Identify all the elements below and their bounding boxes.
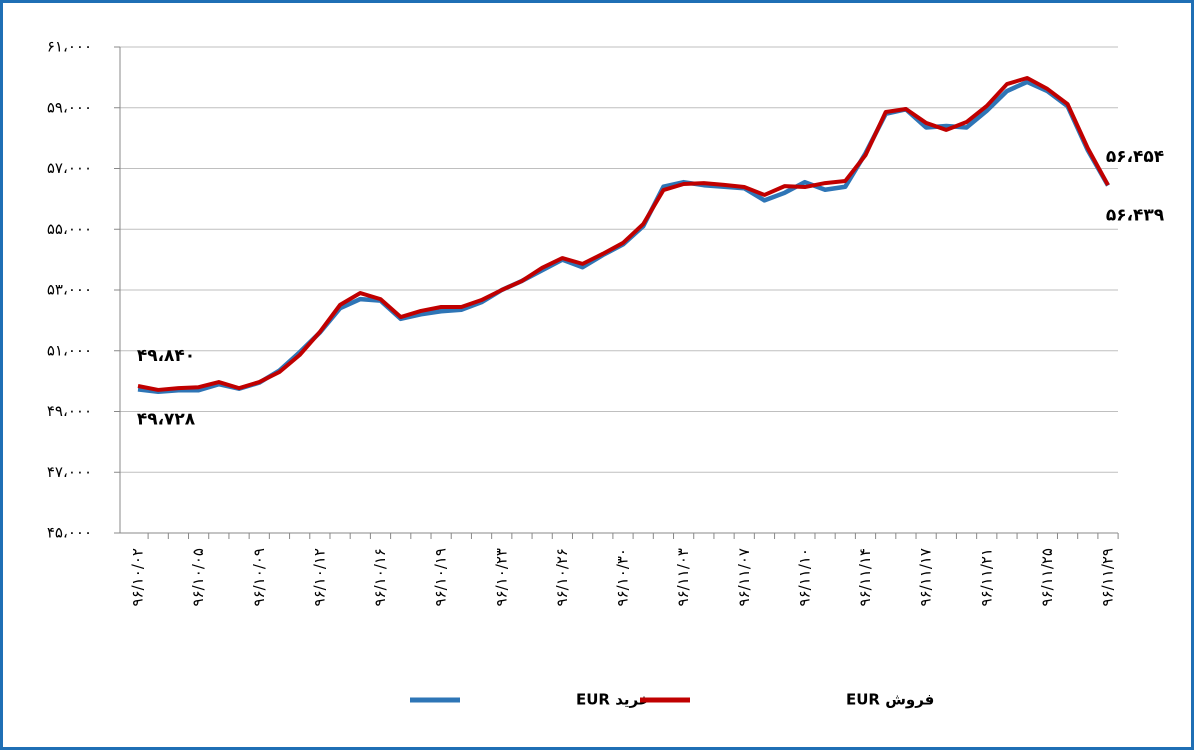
- x-tick-label: ۹۶/۱۰/۲۶: [553, 548, 571, 606]
- x-tick-label: ۹۶/۱۰/۳۰: [614, 548, 632, 606]
- x-tick-label: ۹۶/۱۰/۱۲: [310, 548, 328, 606]
- legend-label: فروش EUR: [846, 691, 934, 709]
- x-tick-label: ۹۶/۱۱/۰۳: [674, 548, 692, 606]
- y-tick-label: ۴۷،۰۰۰: [47, 463, 92, 481]
- y-tick-label: ۶۱،۰۰۰: [47, 38, 92, 56]
- x-tick-label: ۹۶/۱۰/۱۶: [371, 548, 389, 606]
- x-tick-label: ۹۶/۱۱/۱۰: [795, 548, 813, 606]
- x-tick-label: ۹۶/۱۰/۱۹: [432, 548, 450, 606]
- data-label: ۴۹،۸۴۰: [137, 346, 195, 366]
- data-label: ۴۹،۷۲۸: [137, 409, 196, 429]
- legend-label: خرید EUR: [576, 691, 650, 709]
- y-tick-label: ۵۳،۰۰۰: [47, 281, 92, 299]
- data-label: ۵۶،۴۳۹: [1106, 206, 1165, 226]
- x-tick-label: ۹۶/۱۱/۱۴: [856, 548, 874, 606]
- x-tick-label: ۹۶/۱۱/۲۵: [1038, 548, 1056, 606]
- x-tick-label: ۹۶/۱۱/۲۱: [977, 548, 995, 606]
- x-tick-label: ۹۶/۱۱/۰۷: [735, 548, 753, 606]
- y-tick-label: ۵۹،۰۰۰: [47, 98, 92, 116]
- x-tick-label: ۹۶/۱۰/۲۳: [492, 548, 510, 606]
- y-tick-label: ۵۱،۰۰۰: [47, 341, 92, 359]
- y-tick-label: ۴۵،۰۰۰: [47, 524, 92, 542]
- series-line: [137, 75, 1110, 392]
- y-tick-label: ۵۵،۰۰۰: [47, 220, 92, 238]
- y-tick-label: ۵۷،۰۰۰: [47, 159, 92, 177]
- x-tick-label: ۹۶/۱۱/۱۷: [917, 548, 935, 606]
- x-tick-label: ۹۶/۱۰/۰۵: [189, 548, 207, 606]
- x-tick-label: ۹۶/۱۰/۰۹: [250, 548, 268, 606]
- x-tick-label: ۹۶/۱۰/۰۲: [129, 548, 147, 606]
- data-label: ۵۶،۴۵۴: [1106, 147, 1164, 167]
- y-tick-label: ۴۹،۰۰۰: [47, 402, 92, 420]
- x-tick-label: ۹۶/۱۱/۲۹: [1099, 548, 1117, 606]
